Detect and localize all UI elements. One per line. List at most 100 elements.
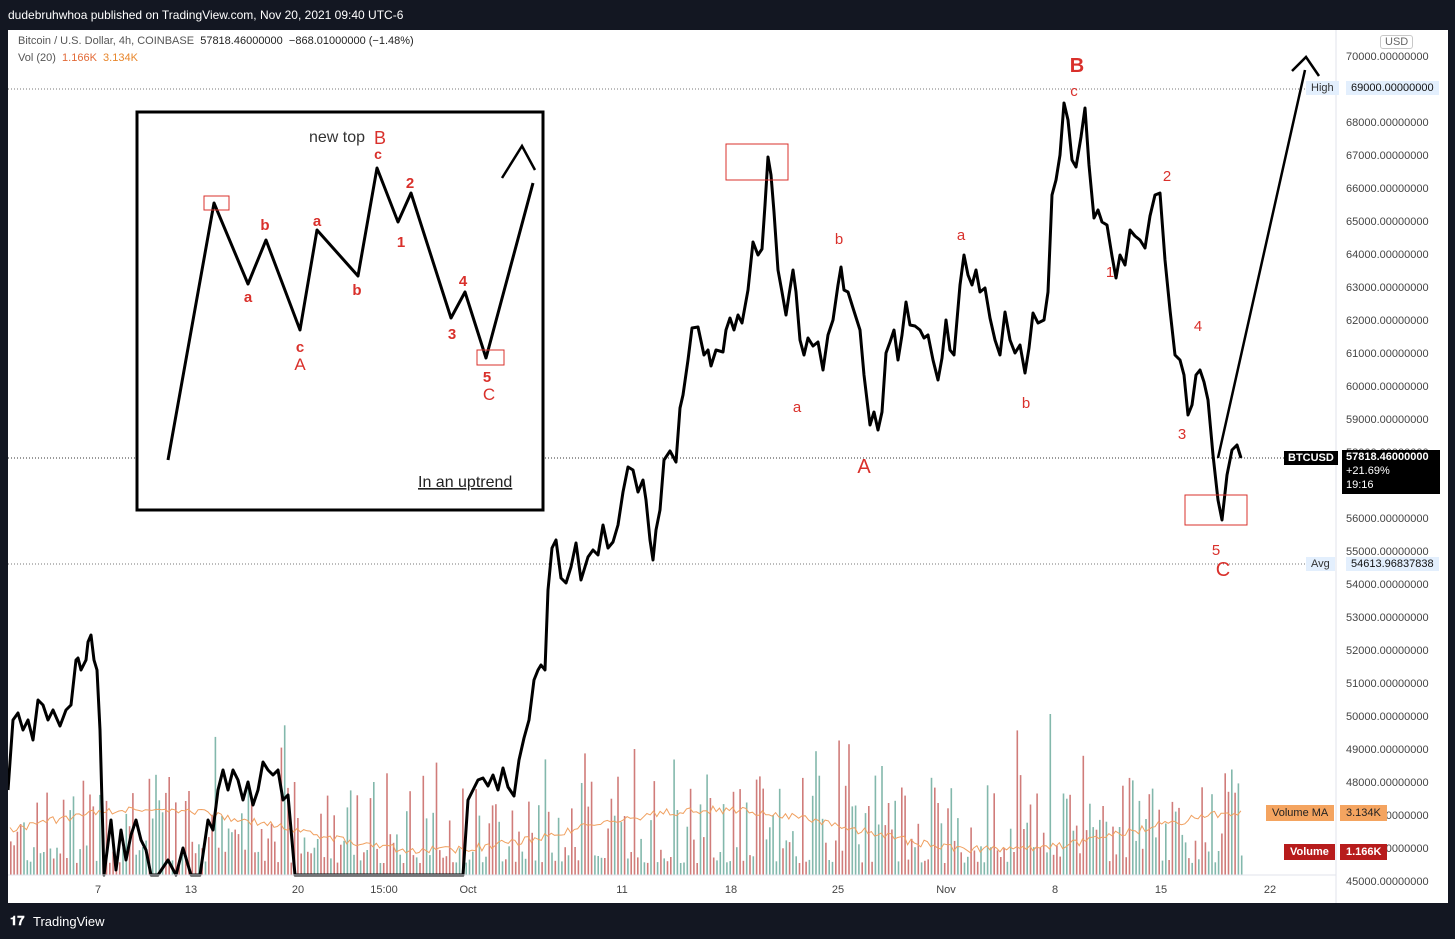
volume-bar	[465, 862, 467, 875]
chart-pane[interactable]: B c 2 b a a b A 1 4 3 5 C new top B c 2 …	[8, 30, 1448, 903]
volume-bar	[184, 801, 187, 875]
volume-bar	[838, 740, 840, 875]
wave-3: 3	[1178, 426, 1186, 443]
volume-bar	[976, 861, 979, 875]
volume-bar	[148, 778, 151, 875]
volume-bar	[706, 774, 708, 875]
volume-bar	[990, 847, 992, 875]
volume-bar	[224, 851, 227, 875]
publish-text: dudebruhwhoa published on TradingView.co…	[8, 8, 404, 22]
volume-bar	[567, 855, 570, 875]
legend-vol-value: 1.166K	[62, 52, 97, 64]
volume-bar	[656, 862, 659, 875]
volume-bar	[934, 787, 936, 875]
volume-ma-line	[9, 805, 1242, 854]
volume-bar	[1158, 809, 1160, 875]
x-tick-label: 20	[292, 884, 304, 896]
volume-bar	[653, 781, 656, 875]
volume-bar	[828, 860, 830, 875]
volume-bar	[112, 851, 114, 875]
volume-bar	[868, 806, 870, 875]
volume-bar	[425, 818, 428, 875]
volume-bar	[1075, 825, 1078, 875]
legend-vol-label[interactable]: Vol (20)	[18, 52, 56, 64]
volume-bar	[72, 796, 75, 875]
tradingview-logo-icon[interactable]: 𝟏𝟕	[10, 913, 25, 928]
volume-bar	[472, 851, 474, 875]
x-tick-label: 25	[832, 884, 844, 896]
volume-bar	[554, 860, 557, 875]
volume-bar	[392, 842, 395, 875]
volume-bar	[1198, 859, 1200, 875]
volume-bar	[307, 851, 309, 875]
volume-bar	[109, 862, 111, 875]
volume-bar	[950, 788, 953, 875]
volume-bar	[254, 852, 256, 875]
volume-bar	[287, 787, 289, 875]
volume-bar	[158, 800, 161, 875]
volume-bar	[495, 804, 497, 875]
volume-bar	[316, 839, 319, 875]
volume-bar	[851, 806, 854, 875]
volume-bar	[1102, 806, 1104, 875]
x-tick-label: 22	[1264, 884, 1276, 896]
time-axis[interactable]: 7 13 20 15:00 Oct 11 18 25 Nov 8 15 22	[95, 884, 1276, 896]
volume-bar	[359, 860, 362, 875]
y-tick-label: 56000.00000000	[1346, 513, 1429, 525]
volume-bar	[742, 860, 745, 875]
y-tick-label: 48000.00000000	[1346, 777, 1429, 789]
volume-bar	[1085, 830, 1088, 875]
wave-1: 1	[1106, 264, 1114, 281]
volume-bar	[947, 808, 949, 875]
currency-badge[interactable]: USD	[1380, 35, 1414, 49]
legend-symbol[interactable]: Bitcoin / U.S. Dollar, 4h, COINBASE	[18, 35, 195, 47]
arrow-head-icon	[1291, 55, 1321, 77]
volume-bar	[858, 844, 860, 875]
volume-bar	[967, 856, 969, 875]
volume-bar	[802, 777, 804, 875]
volume-bar	[785, 840, 788, 875]
volume-value: 1.166K	[1340, 844, 1388, 860]
x-tick-label: 13	[185, 884, 197, 896]
volume-bar	[686, 826, 689, 875]
x-tick-label: 8	[1052, 884, 1058, 896]
volume-ma-label: Volume MA	[1266, 805, 1335, 821]
volume-bar	[547, 811, 550, 875]
volume-bar	[808, 859, 811, 875]
volume-bar	[435, 762, 438, 875]
x-tick-label: 15	[1155, 884, 1167, 896]
volume-bar	[1009, 828, 1012, 875]
volume-bar	[1155, 837, 1157, 875]
volume-bar	[491, 805, 494, 875]
volume-bar	[524, 858, 527, 875]
volume-bar	[1118, 827, 1121, 875]
y-tick-label: 63000.00000000	[1346, 282, 1429, 294]
volume-bar	[514, 861, 517, 875]
volume-bar	[980, 846, 982, 875]
volume-bar	[46, 792, 48, 875]
volume-bar	[1174, 811, 1177, 875]
wave-5: 5	[1212, 542, 1220, 559]
inset-arrow-icon	[500, 143, 537, 179]
volume-bar	[217, 847, 220, 875]
volume-bar	[49, 848, 52, 875]
volume-bar	[356, 795, 359, 875]
volume-bar	[696, 863, 698, 875]
chart-svg: B c 2 b a a b A 1 4 3 5 C new top B c 2 …	[8, 30, 1429, 903]
footer-brand[interactable]: TradingView	[33, 914, 105, 929]
volume-bar	[462, 788, 464, 875]
volume-bar	[1240, 855, 1243, 875]
inset-2: 2	[406, 175, 414, 192]
y-tick-label: 49000.00000000	[1346, 744, 1429, 756]
volume-bar	[1171, 801, 1174, 875]
volume-bar	[887, 803, 890, 875]
volume-bar	[290, 862, 293, 875]
price-line[interactable]	[8, 101, 1243, 877]
y-tick-label: 68000.00000000	[1346, 117, 1429, 129]
volume-bar	[940, 823, 943, 875]
y-tick-label: 60000.00000000	[1346, 381, 1429, 393]
volume-bar	[538, 805, 540, 875]
volume-bar	[198, 844, 200, 875]
inset-new-top: new top	[309, 129, 365, 146]
volume-bar	[29, 861, 32, 875]
